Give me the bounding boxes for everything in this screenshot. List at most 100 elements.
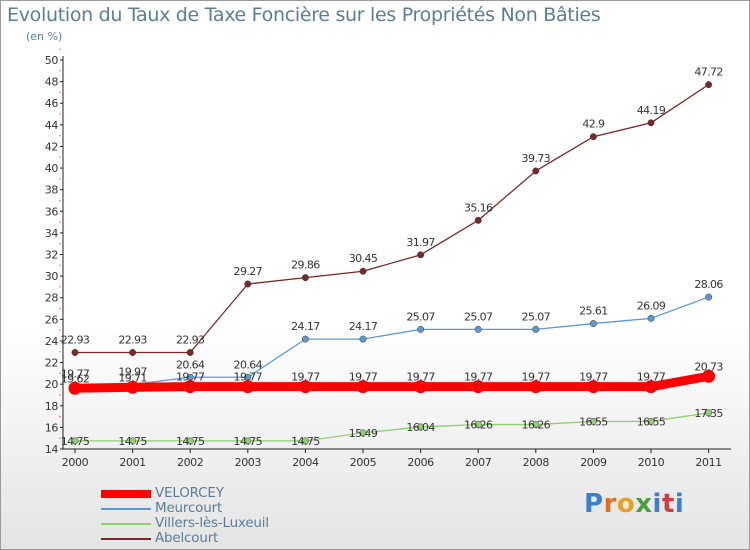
legend-item: Abelcourt xyxy=(101,531,269,546)
y-minor-dot xyxy=(59,156,61,158)
data-point xyxy=(589,417,597,425)
legend-swatch xyxy=(101,507,151,510)
data-point xyxy=(647,314,655,322)
data-label: 39.73 xyxy=(522,152,551,165)
y-minor-dot xyxy=(59,48,61,50)
data-point xyxy=(186,349,194,356)
y-minor-dot xyxy=(59,372,61,375)
y-tick-label: 36 xyxy=(45,205,59,218)
data-point xyxy=(471,380,485,394)
chart-legend: VELORCEY Meurcourt Villers-lès-Luxeuil Abel… xyxy=(101,486,269,546)
data-label: 16.04 xyxy=(406,421,435,434)
data-label: 26.09 xyxy=(637,299,666,312)
data-point xyxy=(301,437,309,445)
data-label: 19.71 xyxy=(118,371,147,384)
proxiti-logo: Proxiti xyxy=(584,489,684,519)
data-point xyxy=(474,216,482,224)
data-label: 14.75 xyxy=(176,435,205,448)
legend-swatch xyxy=(101,537,151,540)
data-label: 44.19 xyxy=(637,104,666,117)
legend-label: Meurcourt xyxy=(155,500,223,516)
data-label: 16.26 xyxy=(464,419,493,432)
chart-title: Evolution du Taux de Taxe Foncière sur l… xyxy=(7,4,601,26)
y-minor-dot xyxy=(59,415,61,418)
data-label: 14.75 xyxy=(291,435,320,448)
y-tick-label: 42 xyxy=(45,140,58,153)
legend-item: Meurcourt xyxy=(101,501,269,516)
y-minor-dot xyxy=(59,329,61,331)
legend-item: VELORCEY xyxy=(101,486,269,501)
data-point xyxy=(589,320,597,327)
x-tick-label: 2000 xyxy=(62,456,89,469)
y-minor-dot xyxy=(59,307,61,310)
y-tick-label: 50 xyxy=(45,54,59,67)
x-tick-label: 2002 xyxy=(177,456,203,469)
data-point xyxy=(68,381,82,395)
legend-swatch xyxy=(101,522,151,525)
data-point xyxy=(589,133,597,141)
data-point xyxy=(186,437,194,445)
data-point xyxy=(129,349,137,356)
logo-letter: i xyxy=(652,489,662,519)
chart-subtitle: (en %) xyxy=(26,30,63,43)
data-label: 16.55 xyxy=(579,415,608,428)
y-minor-dot xyxy=(59,70,61,72)
y-tick-label: 14 xyxy=(45,443,59,456)
data-point xyxy=(301,274,309,282)
y-minor-dot xyxy=(59,242,61,245)
data-point xyxy=(244,437,252,445)
data-label: 25.07 xyxy=(464,310,493,323)
y-minor-dot xyxy=(59,113,61,115)
data-label: 47.72 xyxy=(694,66,723,79)
data-label: 15.49 xyxy=(349,427,378,440)
y-tick-label: 18 xyxy=(45,400,59,413)
data-label: 19.97 xyxy=(118,365,147,378)
logo-letter: P xyxy=(584,489,604,519)
data-label: 22.93 xyxy=(176,334,205,347)
data-point xyxy=(301,335,309,343)
data-label: 19.77 xyxy=(234,371,263,384)
data-point xyxy=(705,81,713,89)
data-label: 24.17 xyxy=(349,320,378,333)
data-label: 29.27 xyxy=(234,265,263,278)
data-label: 14.75 xyxy=(61,435,90,448)
data-label: 20.64 xyxy=(176,358,205,371)
y-tick-label: 28 xyxy=(45,292,59,305)
y-minor-dot xyxy=(59,437,61,439)
data-point xyxy=(532,421,540,429)
data-point xyxy=(126,380,140,394)
series-line-meurcourt xyxy=(74,296,710,388)
data-point xyxy=(129,437,137,445)
legend-label: VELORCEY xyxy=(155,485,224,501)
y-tick-label: 46 xyxy=(45,97,59,110)
data-point xyxy=(417,251,425,259)
data-label: 19.77 xyxy=(522,371,551,384)
y-tick-label: 24 xyxy=(45,335,59,348)
data-point xyxy=(71,349,79,356)
data-label: 19.77 xyxy=(349,371,378,384)
data-label: 17.35 xyxy=(694,407,723,420)
data-label: 19.77 xyxy=(464,371,493,384)
y-tick-label: 22 xyxy=(45,357,58,370)
data-point xyxy=(417,325,425,333)
y-tick-label: 34 xyxy=(45,227,59,240)
data-label: 19.77 xyxy=(61,368,90,381)
data-point xyxy=(647,417,655,425)
data-label: 16.26 xyxy=(522,419,551,432)
y-tick-label: 26 xyxy=(45,313,59,326)
y-tick-label: 20 xyxy=(45,378,59,391)
legend-swatch xyxy=(101,489,151,498)
y-minor-dot xyxy=(59,221,61,223)
data-label: 35.16 xyxy=(464,201,493,214)
data-label: 22.93 xyxy=(61,334,90,347)
data-label: 25.07 xyxy=(522,310,551,323)
y-minor-dot xyxy=(59,134,61,137)
data-label: 19.77 xyxy=(406,371,435,384)
logo-letter: x xyxy=(635,489,653,519)
y-tick-label: 44 xyxy=(45,119,59,132)
x-tick-label: 2004 xyxy=(292,456,319,469)
data-label: 31.97 xyxy=(406,236,435,249)
data-point xyxy=(705,409,713,417)
data-point xyxy=(417,423,425,431)
